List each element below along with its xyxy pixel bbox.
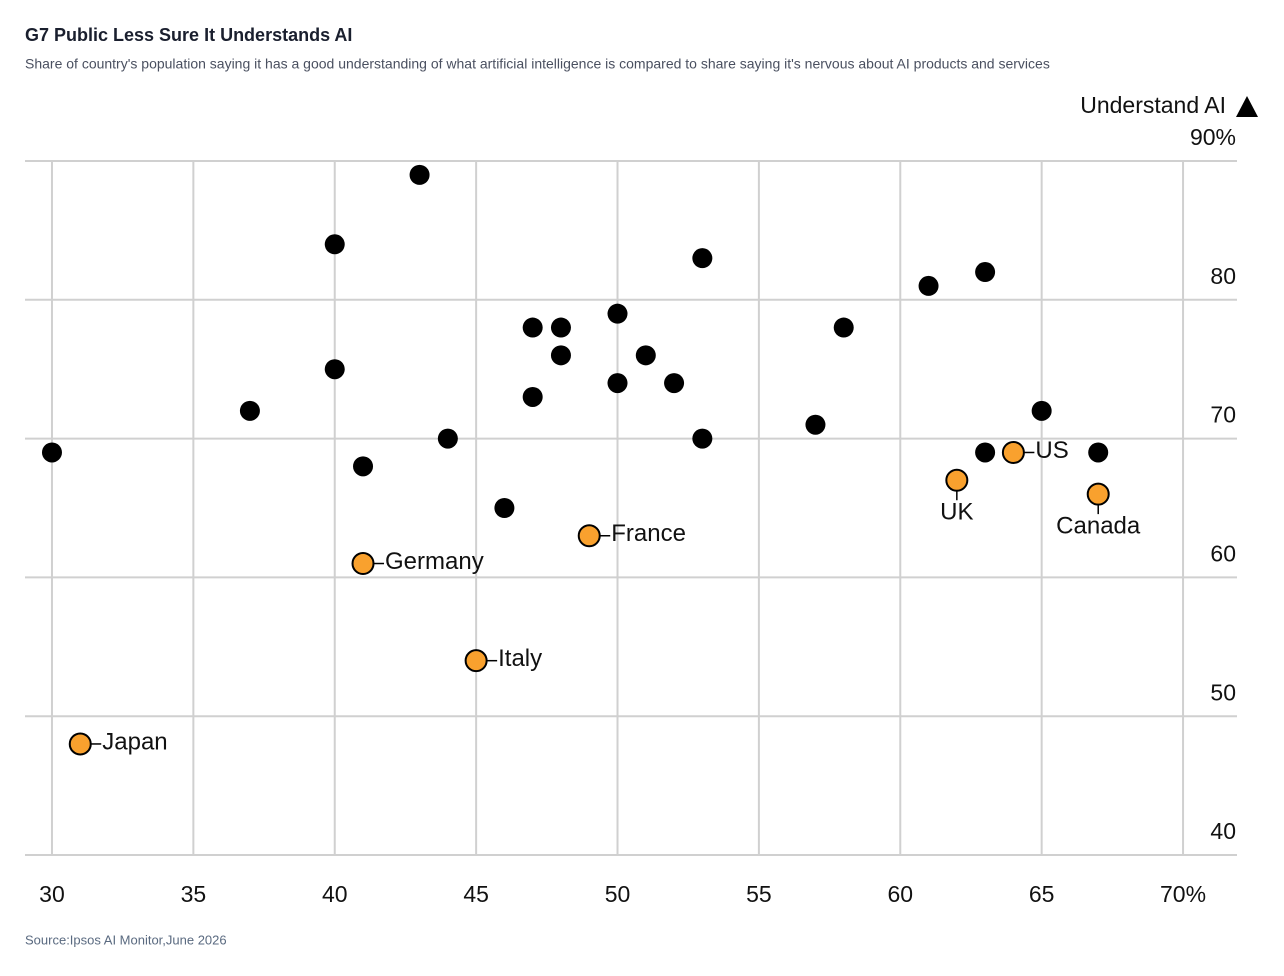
y-axis-label: Understand AI [1080,92,1226,118]
point [41,442,62,463]
x-tick-label: 30 [39,881,65,907]
point [635,345,656,366]
point [1086,482,1110,506]
point [68,732,92,756]
point [353,456,374,477]
point-label: Germany [385,548,484,575]
point [577,524,601,548]
point-label: US [1035,437,1068,464]
x-tick-label: 60 [887,881,913,907]
x-tick-label: 55 [746,881,772,907]
point [975,262,996,283]
point [1088,442,1109,463]
point-label: UK [940,499,973,526]
point [607,303,628,324]
point [351,552,375,576]
y-tick-label: 50 [1210,679,1236,705]
chart-subtitle: Share of country's population saying it … [25,56,1050,72]
y-tick-label: 90% [1190,124,1236,150]
point [522,317,543,338]
point [239,400,260,421]
point [464,649,488,673]
y-tick-label: 80 [1210,263,1236,289]
chart-title: G7 Public Less Sure It Understands AI [25,25,352,45]
point [692,428,713,449]
point [324,234,345,255]
point [664,373,685,394]
x-tick-label: 65 [1029,881,1055,907]
point [918,275,939,296]
x-tick-label: 70% [1160,881,1206,907]
x-tick-label: 35 [181,881,207,907]
point-label: Japan [102,728,167,755]
point [437,428,458,449]
point [1001,440,1025,464]
point [324,359,345,380]
source: Source:Ipsos AI Monitor,June 2026 [25,932,227,947]
point-label: Canada [1056,512,1141,539]
point [833,317,854,338]
point [409,164,430,185]
point [607,373,628,394]
point [550,317,571,338]
point [494,498,515,518]
point [550,345,571,366]
x-tick-label: 45 [463,881,489,907]
x-tick-label: 50 [605,881,631,907]
point [692,248,713,269]
point-label: Italy [498,645,542,672]
point [975,442,996,463]
y-axis-arrow [1236,96,1258,117]
point [945,468,969,492]
y-tick-label: 60 [1210,540,1236,566]
point [1031,400,1052,421]
x-tick-label: 40 [322,881,348,907]
point [522,386,543,407]
y-tick-label: 40 [1210,818,1236,844]
point-label: France [611,520,686,547]
y-tick-label: 70 [1210,402,1236,428]
point [805,414,826,435]
